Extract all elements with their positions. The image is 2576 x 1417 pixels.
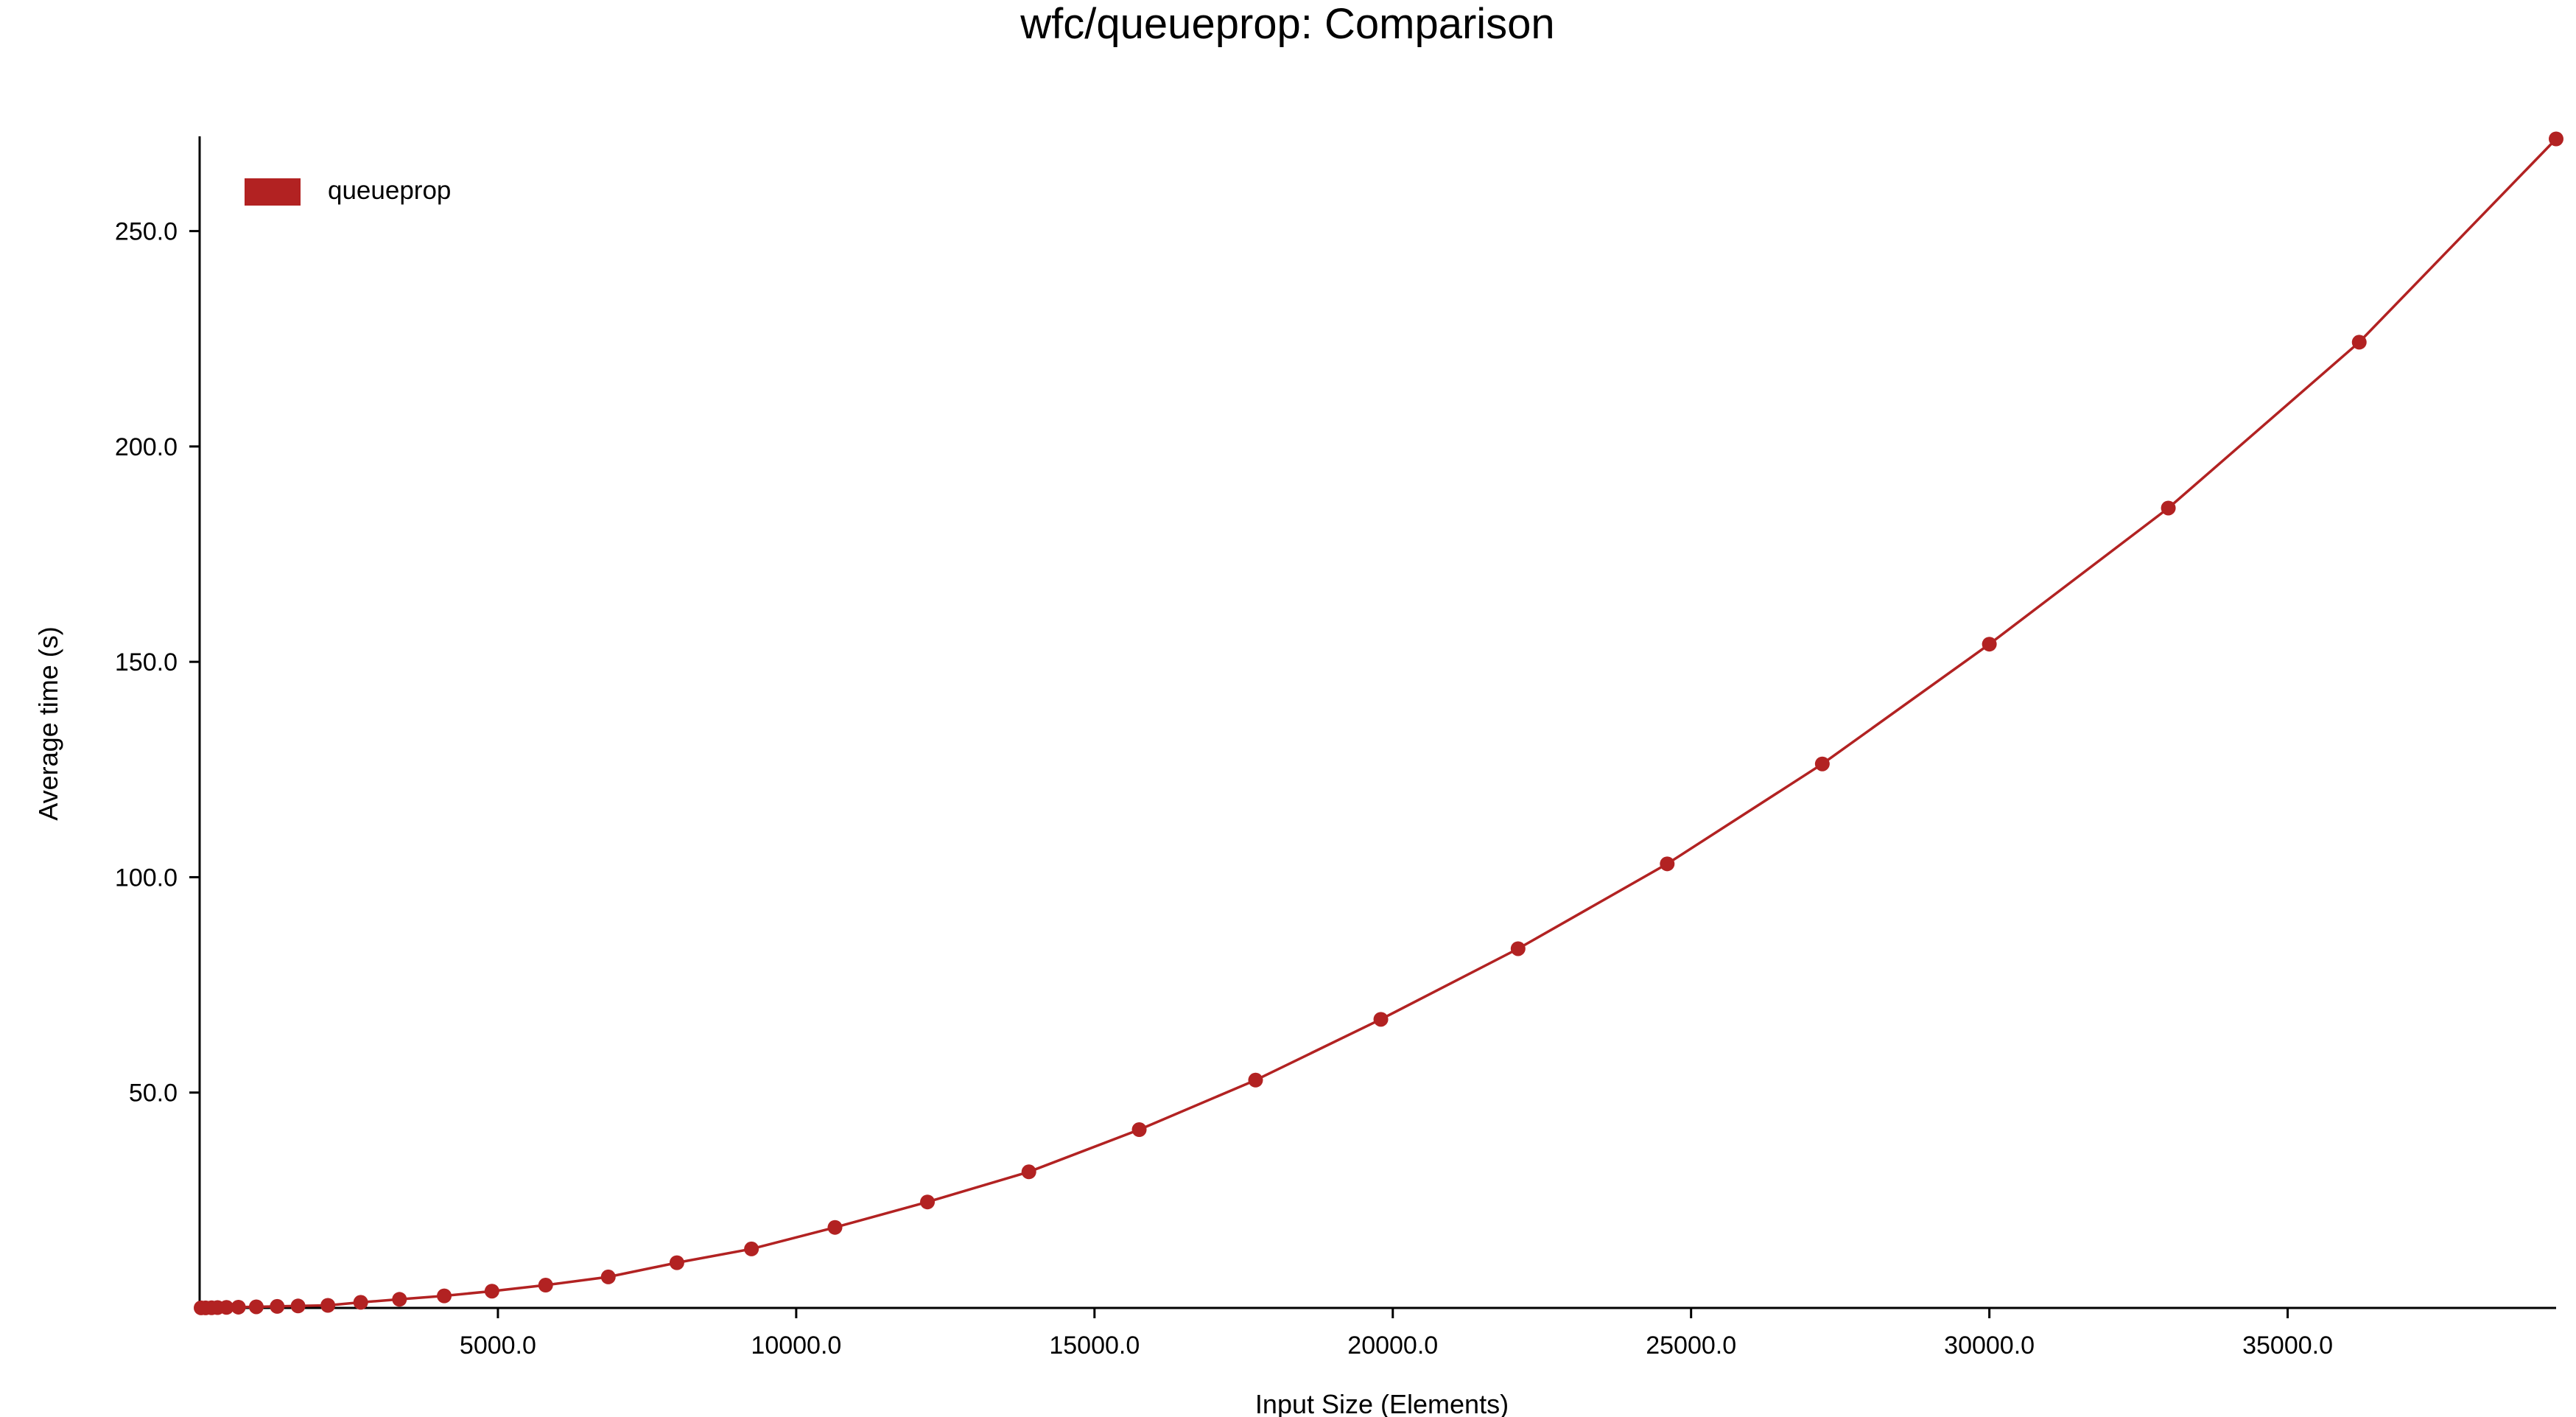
data-point — [1660, 856, 1675, 872]
y-ticks: 50.0 100.0 150.0 200.0 250.0 — [115, 218, 200, 1108]
x-tick-label: 20000.0 — [1347, 1332, 1438, 1360]
data-point — [744, 1241, 759, 1256]
data-point — [669, 1255, 684, 1270]
data-point — [484, 1284, 499, 1299]
data-point — [2351, 335, 2367, 350]
data-point — [827, 1220, 843, 1235]
data-point — [353, 1295, 368, 1310]
data-point — [1982, 637, 1997, 652]
x-tick-label: 5000.0 — [460, 1332, 536, 1360]
y-tick-label: 100.0 — [115, 864, 178, 892]
chart-title: wfc/queueprop: Comparison — [1019, 0, 1554, 48]
axes — [198, 136, 2556, 1309]
data-point — [1814, 756, 1830, 772]
legend: queueprop — [245, 176, 451, 206]
data-point — [1510, 941, 1526, 956]
x-tick-label: 25000.0 — [1646, 1332, 1736, 1360]
x-tick-label: 35000.0 — [2242, 1332, 2333, 1360]
x-ticks: 5000.0 10000.0 15000.0 20000.0 25000.0 30000.… — [460, 1308, 2333, 1360]
data-point — [392, 1292, 407, 1307]
data-point — [270, 1298, 285, 1314]
series-layer — [194, 131, 2563, 1315]
x-axis-label: Input Size (Elements) — [1255, 1389, 1509, 1417]
x-tick-label: 10000.0 — [751, 1332, 841, 1360]
y-tick-label: 150.0 — [115, 648, 178, 676]
data-point — [1248, 1072, 1263, 1088]
data-point — [248, 1299, 264, 1315]
data-point — [231, 1299, 246, 1315]
data-point — [2161, 500, 2176, 516]
data-point — [1131, 1122, 1147, 1137]
data-point — [290, 1298, 306, 1314]
legend-label: queueprop — [328, 176, 451, 205]
y-tick-label: 250.0 — [115, 218, 178, 246]
legend-swatch — [245, 178, 301, 206]
data-point — [437, 1288, 452, 1304]
data-point — [320, 1298, 336, 1313]
y-axis-label: Average time (s) — [33, 626, 63, 820]
x-tick-label: 30000.0 — [1944, 1332, 2035, 1360]
data-point — [538, 1278, 553, 1293]
data-point — [2549, 131, 2563, 147]
data-point — [219, 1300, 234, 1315]
y-tick-label: 50.0 — [129, 1080, 178, 1108]
data-point — [1373, 1012, 1389, 1027]
x-tick-label: 15000.0 — [1049, 1332, 1140, 1360]
data-point — [920, 1194, 936, 1210]
data-point — [600, 1269, 616, 1284]
data-point — [1021, 1164, 1036, 1180]
y-tick-label: 200.0 — [115, 433, 178, 461]
series-line — [200, 138, 2558, 1309]
